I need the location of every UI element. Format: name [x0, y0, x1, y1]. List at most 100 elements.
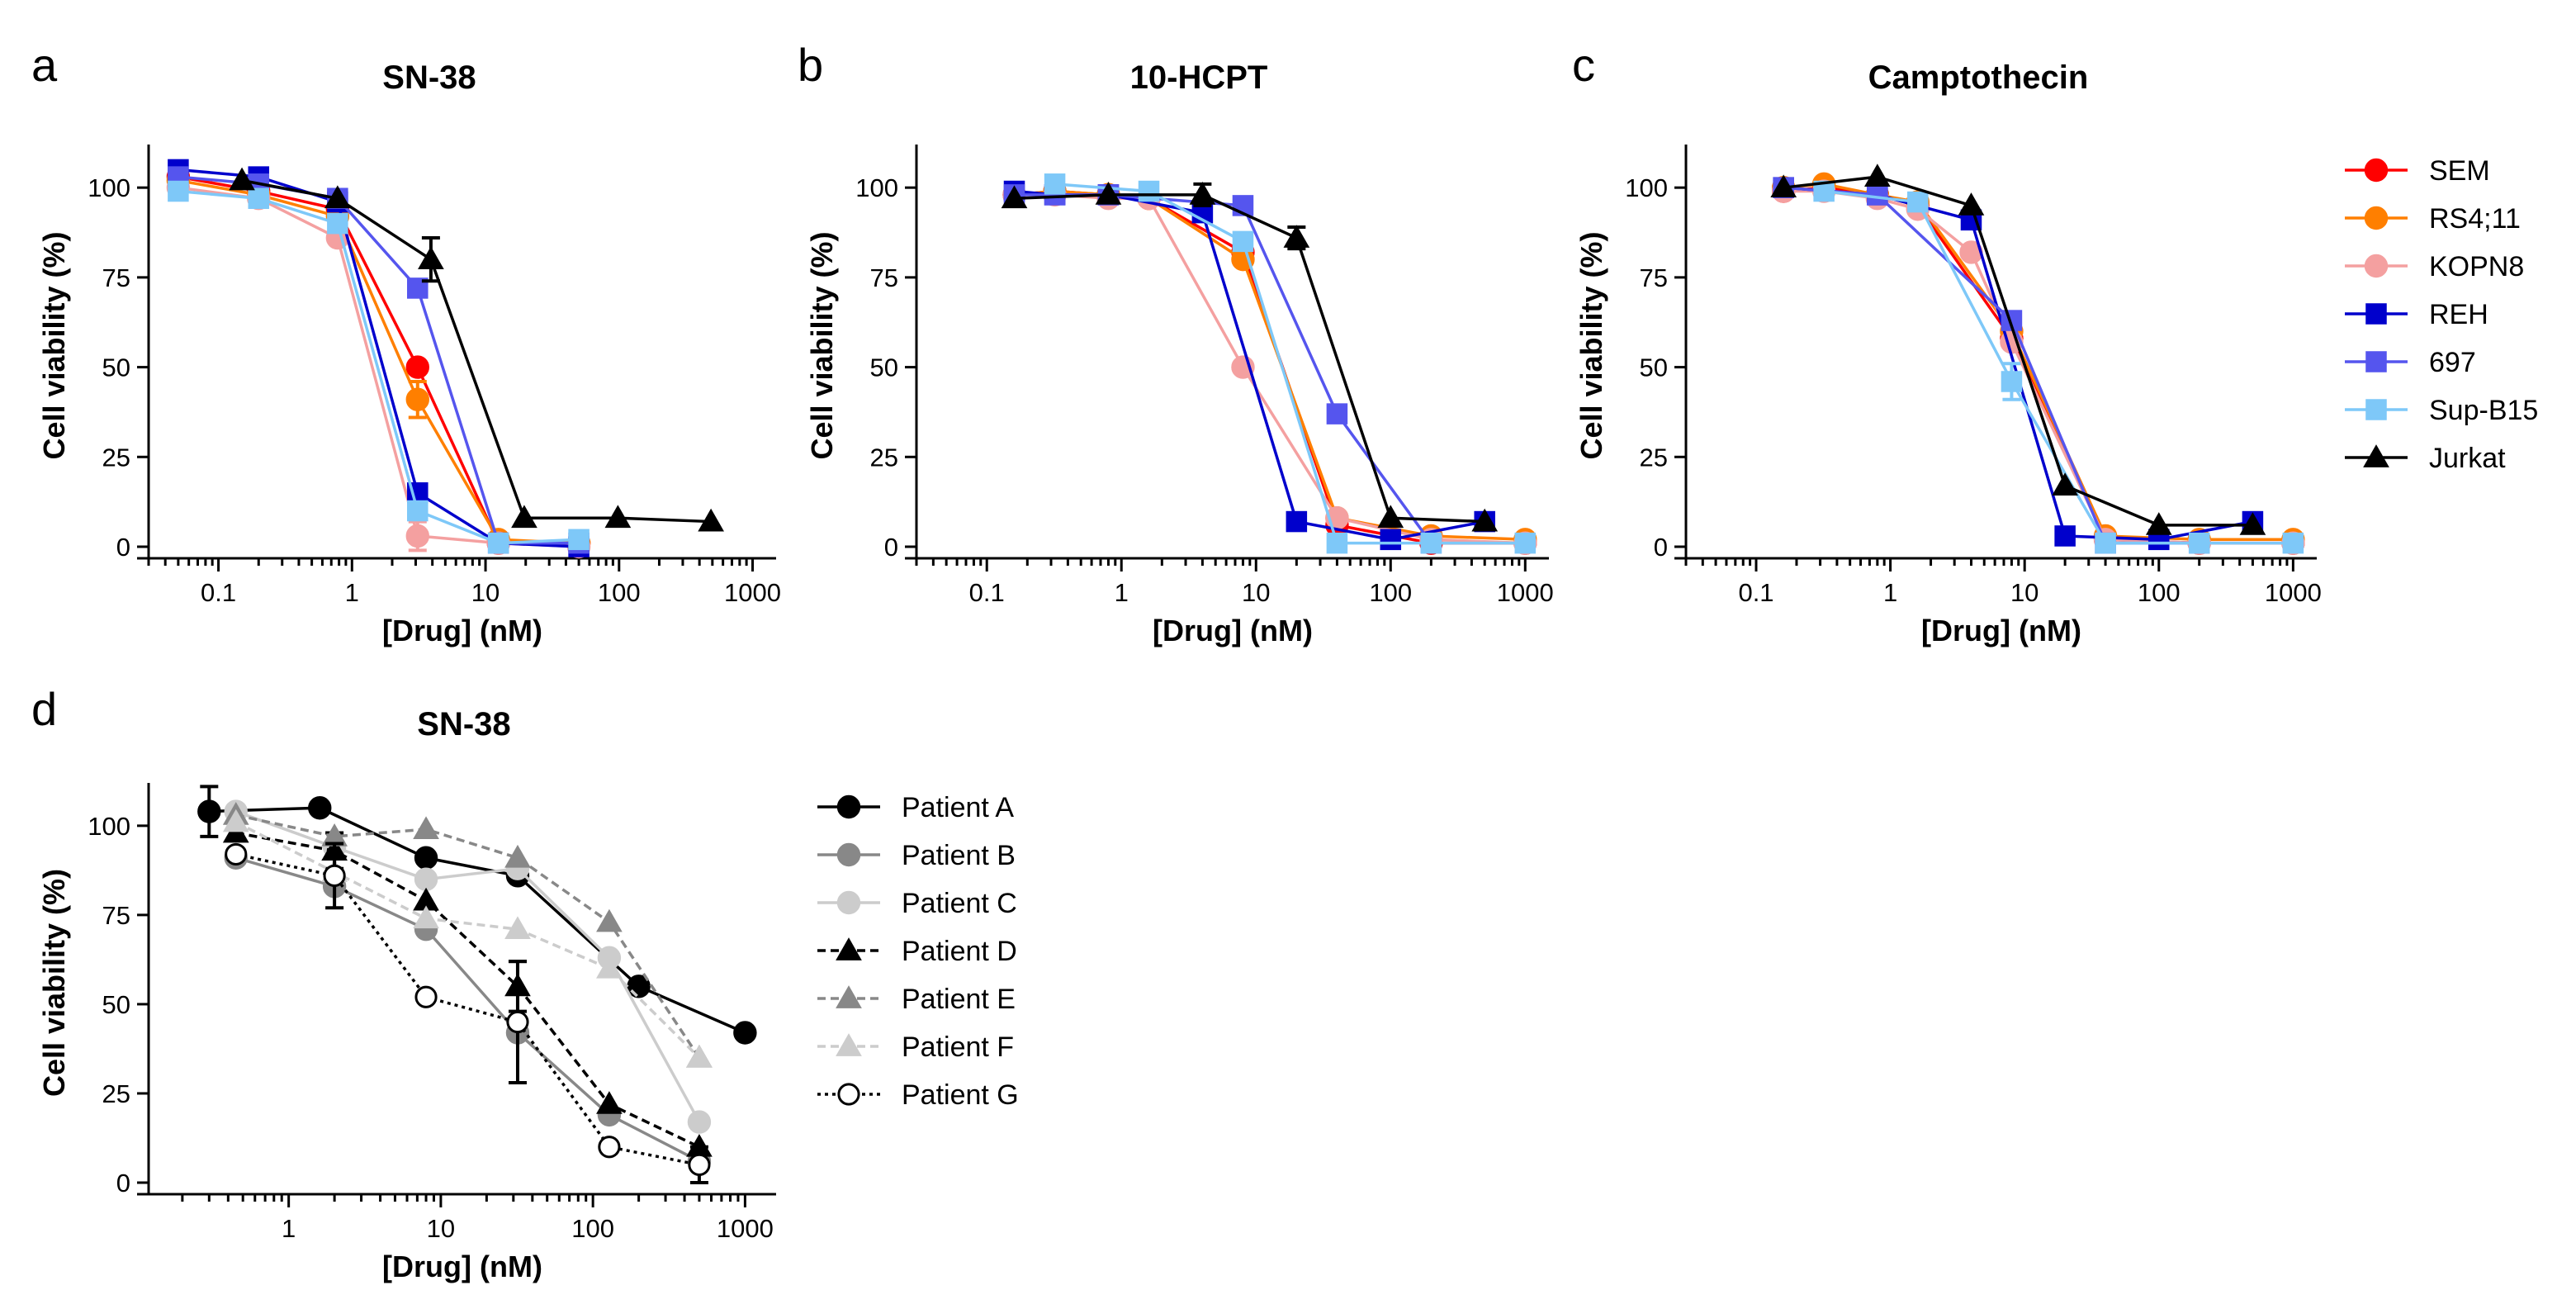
legend-entry: KOPN8: [2345, 251, 2524, 282]
data-point: [733, 1021, 757, 1045]
panel-letter-a: a: [31, 39, 58, 91]
series-sup-b15: [1044, 173, 1537, 554]
data-point: [1095, 182, 1122, 205]
data-point: [487, 532, 509, 554]
data-point: [413, 816, 439, 840]
y-tick-label: 100: [1625, 173, 1668, 202]
series-line: [178, 175, 580, 545]
series-line: [1783, 186, 2294, 545]
y-tick-label: 50: [102, 990, 130, 1019]
data-point: [1377, 505, 1404, 529]
data-point: [197, 799, 221, 823]
data-point: [413, 905, 439, 929]
legend-entry: Patient A: [817, 792, 1014, 823]
legend-label: RS4;11: [2429, 203, 2521, 235]
y-axis-label: Cell viability (%): [37, 231, 71, 459]
chart-b: 10-HCPT 0 25 50 75 100 0.1 1 10 100 1000 [Drug] (nM…: [805, 59, 1554, 647]
data-point: [324, 185, 351, 209]
x-axis-label: [Drug] (nM): [382, 1250, 542, 1283]
x-tick-label: 1000: [2265, 578, 2322, 607]
y-tick-label: 0: [116, 533, 130, 562]
x-tick-label: 100: [571, 1214, 614, 1243]
chart-a: SN-38 0 25 50 75 100 0.1 1 10 100 1000 [Drug] (nM) C…: [37, 59, 781, 647]
data-point: [596, 908, 623, 932]
x-tick-label: 1: [1883, 578, 1897, 607]
panel-letter-c: c: [1572, 39, 1595, 91]
series-line: [235, 856, 700, 1163]
chart-d: SN-38 0 25 50 75 100 1 10 100 1000 [Drug] (nM) Cell…: [37, 706, 1019, 1283]
series-rs4-11: [1772, 172, 2305, 552]
y-tick-label: 75: [1640, 263, 1668, 292]
chart-title: Camptothecin: [1868, 59, 2089, 96]
legend-marker: [2364, 206, 2389, 230]
data-point: [2052, 472, 2078, 496]
y-tick-label: 75: [870, 263, 898, 292]
x-axis-label: [Drug] (nM): [382, 614, 542, 647]
data-point: [405, 387, 429, 411]
data-point: [2239, 512, 2266, 535]
data-point: [1283, 225, 1310, 248]
legend-marker: [836, 985, 862, 1008]
series-line: [1014, 189, 1526, 545]
legend-marker: [2364, 158, 2389, 183]
series-jurkat: [1001, 182, 1499, 532]
series-patient-e: [222, 802, 713, 1068]
series-sem: [1772, 175, 2305, 555]
series-line: [235, 809, 701, 1123]
x-axis-label: [Drug] (nM): [1153, 614, 1313, 647]
x-tick-label: 0.1: [201, 578, 236, 607]
y-axis-label: Cell viability (%): [805, 231, 839, 459]
legend-label: Patient B: [902, 840, 1016, 871]
data-point: [504, 844, 531, 868]
data-point: [1864, 164, 1891, 187]
chart-title: SN-38: [382, 59, 476, 96]
data-point: [604, 505, 632, 529]
legend-label: KOPN8: [2429, 251, 2524, 282]
legend-entry: Patient D: [817, 936, 1017, 967]
series-line: [235, 831, 700, 1149]
data-point: [688, 1153, 711, 1176]
data-point: [414, 867, 438, 891]
y-tick-label: 75: [102, 263, 130, 292]
x-tick-label: 10: [1242, 578, 1270, 607]
series-line: [178, 178, 580, 545]
data-point: [568, 529, 590, 551]
series-line: [235, 813, 701, 1059]
data-point: [1420, 532, 1442, 554]
chart-c: Camptothecin 0 25 50 75 100 0.1 1 10 100 1000 [Drug…: [1574, 59, 2538, 647]
data-point: [2145, 512, 2172, 535]
data-point: [321, 823, 348, 847]
data-point: [414, 846, 438, 870]
data-point: [405, 355, 429, 379]
legend-entry: RS4;11: [2345, 203, 2521, 235]
series-line: [178, 175, 580, 545]
chart-title: SN-38: [417, 706, 510, 742]
chart-title: 10-HCPT: [1130, 59, 1268, 96]
y-tick-label: 50: [1640, 353, 1668, 382]
legend-marker: [836, 794, 861, 819]
series-line: [1783, 175, 2253, 527]
series-line: [1054, 183, 1526, 545]
data-point: [248, 187, 270, 209]
series-rs4-11: [166, 168, 591, 555]
data-point: [405, 524, 429, 548]
legend-marker: [836, 937, 862, 960]
x-tick-label: 100: [2138, 578, 2181, 607]
data-point: [1189, 182, 1216, 205]
series-kopn8: [1002, 183, 1537, 555]
series-jurkat: [1770, 164, 2266, 535]
series-line: [235, 852, 700, 1167]
series-sem: [1002, 179, 1537, 555]
y-tick-label: 25: [102, 1079, 130, 1108]
legend-label: REH: [2429, 299, 2488, 330]
y-axis-label: Cell viability (%): [1574, 231, 1608, 459]
legend-marker: [2365, 351, 2387, 372]
series-line: [178, 189, 580, 545]
legend-entry: Jurkat: [2345, 443, 2506, 474]
x-tick-label: 100: [598, 578, 641, 607]
legend-label: Patient A: [902, 792, 1014, 823]
data-point: [1380, 529, 1402, 551]
data-point: [2188, 532, 2210, 554]
y-tick-label: 100: [88, 812, 130, 841]
data-point: [225, 842, 248, 866]
